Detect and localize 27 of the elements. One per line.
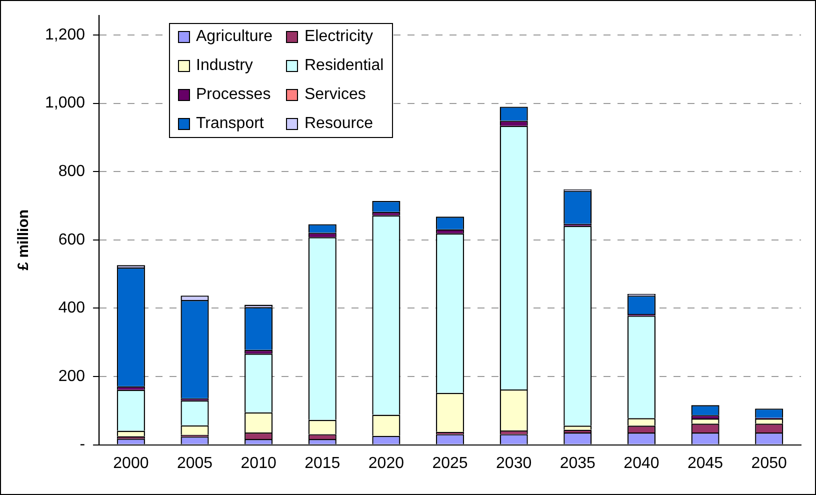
legend-label: Industry [196, 57, 253, 75]
x-tick-label: 2010 [240, 454, 276, 472]
legend-label: Agriculture [196, 28, 272, 46]
y-axis-title: £ million [15, 209, 32, 270]
x-tick-label: 2020 [368, 454, 404, 472]
x-tick-label: 2015 [304, 454, 340, 472]
legend-label: Resource [304, 115, 373, 133]
y-tick-label: 400 [58, 300, 86, 317]
y-tick-label: 1,200 [44, 26, 86, 44]
legend-label: Transport [196, 115, 264, 133]
x-tick-label: 2000 [113, 454, 149, 472]
y-tick-label: - [80, 436, 86, 454]
legend-label: Residential [304, 57, 384, 75]
x-tick-label: 2045 [687, 454, 724, 472]
x-tick-label: 2040 [624, 454, 660, 472]
y-tick-label: 600 [58, 231, 86, 248]
x-tick-label: 2025 [432, 454, 468, 472]
legend-label: Processes [196, 86, 271, 104]
y-tick-label: 800 [58, 163, 86, 180]
y-tick-label: 200 [58, 368, 86, 385]
legend-label: Electricity [304, 28, 373, 46]
x-tick-label: 2035 [560, 454, 596, 472]
legend-label: Services [304, 86, 366, 104]
x-tick-label: 2005 [176, 454, 213, 472]
x-tick-label: 2030 [496, 454, 532, 472]
x-tick-label: 2050 [751, 454, 787, 472]
y-tick-label: 1,000 [44, 94, 86, 112]
